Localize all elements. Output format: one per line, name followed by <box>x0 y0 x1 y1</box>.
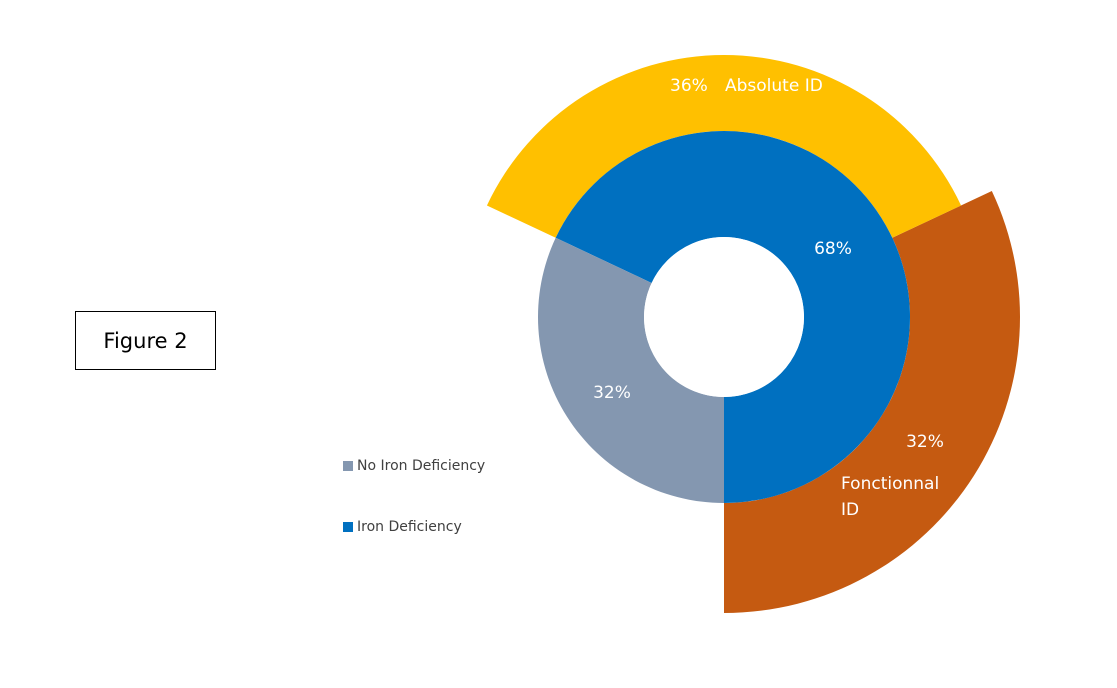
legend-label: Iron Deficiency <box>357 519 462 535</box>
slice-label-iron-deficiency: 68% <box>814 239 852 259</box>
slice-labels: 68% 32% 32% Fonctionnal ID 36% Absolute ID <box>593 76 944 520</box>
category-label-fonctionnal-id-line-2: ID <box>841 500 859 520</box>
outer-ring <box>486 54 1021 613</box>
figure-label: Figure 2 <box>75 311 216 370</box>
outer-slice-absolute-id <box>486 54 962 238</box>
slice-label-absolute-id: 36% <box>670 76 708 96</box>
legend-label: No Iron Deficiency <box>357 458 486 474</box>
inner-ring <box>537 130 910 503</box>
donut-hole <box>644 237 804 397</box>
legend-swatch <box>343 461 353 471</box>
legend-swatch <box>343 522 353 532</box>
slice-label-no-iron-deficiency: 32% <box>593 383 631 403</box>
inner-slice-no-iron-deficiency <box>537 237 724 503</box>
legend-item-iron-deficiency: Iron Deficiency <box>343 519 462 535</box>
category-label-fonctionnal-id-line-1: Fonctionnal <box>841 474 939 494</box>
legend-item-no-iron-deficiency: No Iron Deficiency <box>343 458 485 474</box>
outer-slice-fonctionnal-id <box>724 190 1021 613</box>
inner-slice-iron-deficiency <box>555 130 910 503</box>
slice-label-fonctionnal-id: 32% <box>906 432 944 452</box>
category-label-absolute-id: Absolute ID <box>725 76 823 96</box>
